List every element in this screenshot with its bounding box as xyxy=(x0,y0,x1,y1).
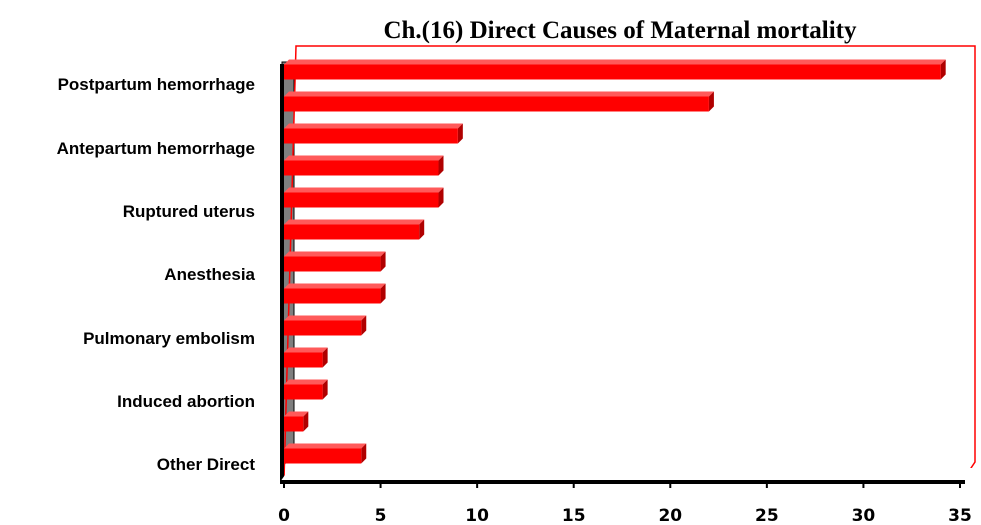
category-label: Postpartum hemorrhage xyxy=(58,75,255,94)
x-tick-label: 5 xyxy=(375,506,387,525)
bar-face xyxy=(284,224,420,240)
bar-side xyxy=(380,283,386,304)
x-tick-label: 30 xyxy=(852,506,876,525)
bar xyxy=(284,379,328,400)
bar-top xyxy=(284,123,463,129)
category-label: Induced abortion xyxy=(117,392,255,411)
bar-side xyxy=(322,347,328,368)
x-tick-label: 15 xyxy=(562,506,586,525)
bar-top xyxy=(284,251,386,257)
bar xyxy=(284,443,367,464)
bar-side xyxy=(457,123,463,144)
bar-top xyxy=(284,379,328,385)
category-label: Antepartum hemorrhage xyxy=(57,139,255,158)
category-label: Ruptured uterus xyxy=(123,202,255,221)
x-tick-label: 25 xyxy=(755,506,779,525)
bar-side xyxy=(708,91,714,112)
bar-side xyxy=(380,251,386,272)
category-label: Other Direct xyxy=(157,455,256,474)
bar xyxy=(284,315,367,336)
bar xyxy=(284,187,444,208)
bar xyxy=(284,411,309,432)
bar-side xyxy=(438,155,444,176)
bar-face xyxy=(284,448,362,464)
bar xyxy=(284,347,328,368)
bar-side xyxy=(940,59,946,80)
bar-face xyxy=(284,160,439,176)
bar-top xyxy=(284,347,328,353)
bar-top xyxy=(284,411,309,417)
x-tick-label: 20 xyxy=(658,506,682,525)
chart-title: Ch.(16) Direct Causes of Maternal mortal… xyxy=(383,17,857,44)
bar xyxy=(284,155,444,176)
bar-side xyxy=(438,187,444,208)
bar-top xyxy=(284,59,946,65)
bar-side xyxy=(419,219,425,240)
bar xyxy=(284,59,946,80)
category-label: Pulmonary embolism xyxy=(83,329,255,348)
bar xyxy=(284,123,463,144)
bar-side xyxy=(303,411,309,432)
bar xyxy=(284,91,714,112)
bar-top xyxy=(284,91,714,97)
floor xyxy=(280,468,975,482)
bar-top xyxy=(284,187,444,193)
bar-top xyxy=(284,155,444,161)
bar-top xyxy=(284,283,386,289)
bar-face xyxy=(284,192,439,208)
bar-top xyxy=(284,315,367,321)
x-tick-label: 0 xyxy=(278,506,290,525)
bar-face xyxy=(284,256,381,272)
bar-face xyxy=(284,320,362,336)
bar-face xyxy=(284,384,323,400)
x-tick-label: 10 xyxy=(465,506,489,525)
bar-side xyxy=(322,379,328,400)
bar-top xyxy=(284,219,425,225)
bar-face xyxy=(284,416,304,432)
bar-face xyxy=(284,64,941,80)
bar-side xyxy=(361,443,367,464)
bar-side xyxy=(361,315,367,336)
bar-face xyxy=(284,352,323,368)
x-tick-label: 35 xyxy=(948,506,972,525)
bar xyxy=(284,251,386,272)
category-label: Anesthesia xyxy=(164,265,255,284)
bar xyxy=(284,283,386,304)
bar-top xyxy=(284,443,367,449)
bar-face xyxy=(284,96,709,112)
bar-face xyxy=(284,128,458,144)
bar xyxy=(284,219,425,240)
bar-face xyxy=(284,288,381,304)
